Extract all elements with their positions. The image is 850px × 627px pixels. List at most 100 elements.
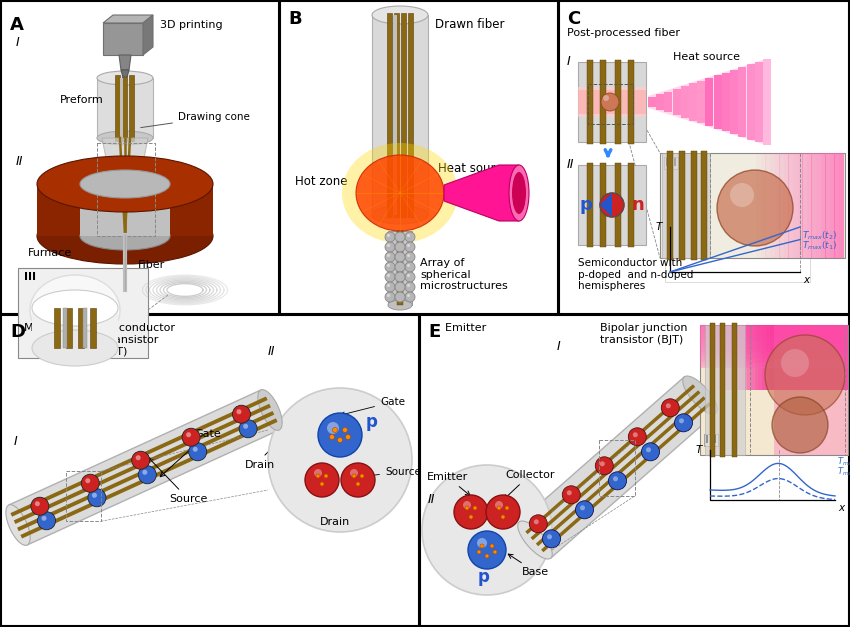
Bar <box>587 163 593 247</box>
Text: Metal-oxide-semiconductor
field-effect transistor
(MOSFET): Metal-oxide-semiconductor field-effect t… <box>24 323 176 356</box>
Bar <box>735 325 848 390</box>
Text: Array of
spherical
microstructures: Array of spherical microstructures <box>420 258 507 291</box>
Bar <box>700 325 848 327</box>
Text: I: I <box>14 435 18 448</box>
Circle shape <box>337 438 343 443</box>
Circle shape <box>85 478 90 483</box>
Bar <box>662 153 710 258</box>
Circle shape <box>781 349 809 377</box>
Circle shape <box>385 262 395 272</box>
Text: Source: Source <box>149 458 207 504</box>
Circle shape <box>603 95 609 101</box>
Text: $T_{max}(t_2)$: $T_{max}(t_2)$ <box>837 455 850 468</box>
Circle shape <box>233 405 251 423</box>
Bar <box>90 308 96 348</box>
Bar <box>704 325 848 390</box>
Text: Emitter: Emitter <box>438 323 486 333</box>
Text: Furnace: Furnace <box>28 248 72 258</box>
Circle shape <box>405 292 415 302</box>
Circle shape <box>405 262 415 272</box>
Bar <box>700 325 848 368</box>
Circle shape <box>132 451 150 469</box>
Circle shape <box>387 284 390 287</box>
Text: A: A <box>10 16 24 34</box>
Bar <box>600 60 606 144</box>
Bar <box>689 83 697 120</box>
Circle shape <box>314 469 322 477</box>
Bar <box>700 325 848 341</box>
Bar <box>700 325 848 343</box>
Text: III: III <box>705 435 717 445</box>
Bar <box>761 153 766 258</box>
Circle shape <box>405 242 415 252</box>
Polygon shape <box>121 70 129 77</box>
Circle shape <box>646 447 651 452</box>
Bar <box>83 308 87 348</box>
Circle shape <box>405 272 415 282</box>
Text: II: II <box>428 493 435 506</box>
Bar <box>700 325 848 332</box>
Bar <box>755 61 762 142</box>
Text: T: T <box>655 222 662 232</box>
Bar <box>708 325 848 390</box>
Circle shape <box>465 506 469 510</box>
Bar <box>78 308 84 348</box>
Circle shape <box>609 472 626 490</box>
Ellipse shape <box>97 131 153 145</box>
Text: B: B <box>288 10 302 28</box>
Text: p: p <box>366 413 378 431</box>
Ellipse shape <box>372 206 428 224</box>
Bar <box>762 325 848 390</box>
Bar <box>784 153 789 258</box>
Circle shape <box>345 435 350 440</box>
Bar <box>706 78 713 126</box>
Polygon shape <box>32 308 118 348</box>
Circle shape <box>92 493 97 498</box>
Circle shape <box>42 516 47 521</box>
Bar <box>401 13 406 217</box>
Polygon shape <box>170 184 213 236</box>
Circle shape <box>407 294 410 297</box>
Circle shape <box>316 474 320 478</box>
Bar <box>755 325 848 390</box>
Ellipse shape <box>372 6 428 24</box>
Circle shape <box>772 397 828 453</box>
Bar <box>834 153 839 258</box>
Circle shape <box>193 447 198 452</box>
Text: x: x <box>838 503 844 513</box>
Circle shape <box>530 515 547 533</box>
Text: III: III <box>665 158 677 168</box>
Bar <box>793 153 798 258</box>
Circle shape <box>490 544 494 548</box>
Text: n: n <box>505 507 516 522</box>
Bar <box>716 325 848 390</box>
Bar <box>821 153 826 258</box>
Bar <box>615 163 621 247</box>
Text: I: I <box>557 340 561 353</box>
Polygon shape <box>119 55 131 70</box>
Circle shape <box>407 234 410 237</box>
Text: T: T <box>695 445 702 455</box>
Circle shape <box>422 465 552 595</box>
Ellipse shape <box>6 505 30 545</box>
Bar <box>120 78 123 138</box>
Bar <box>103 23 143 55</box>
Bar <box>700 325 848 361</box>
Circle shape <box>395 242 405 252</box>
Bar <box>747 325 848 390</box>
Circle shape <box>236 409 241 414</box>
Bar <box>700 325 848 345</box>
Ellipse shape <box>32 330 118 366</box>
Polygon shape <box>103 15 153 23</box>
Ellipse shape <box>80 222 170 250</box>
Bar <box>628 60 634 144</box>
Text: Gate: Gate <box>160 429 221 477</box>
Circle shape <box>473 506 477 510</box>
Circle shape <box>395 252 405 262</box>
Bar <box>559 1 849 314</box>
Ellipse shape <box>37 208 213 264</box>
Bar <box>388 231 412 305</box>
Bar <box>751 325 848 390</box>
Polygon shape <box>8 390 279 545</box>
Bar <box>700 325 848 354</box>
